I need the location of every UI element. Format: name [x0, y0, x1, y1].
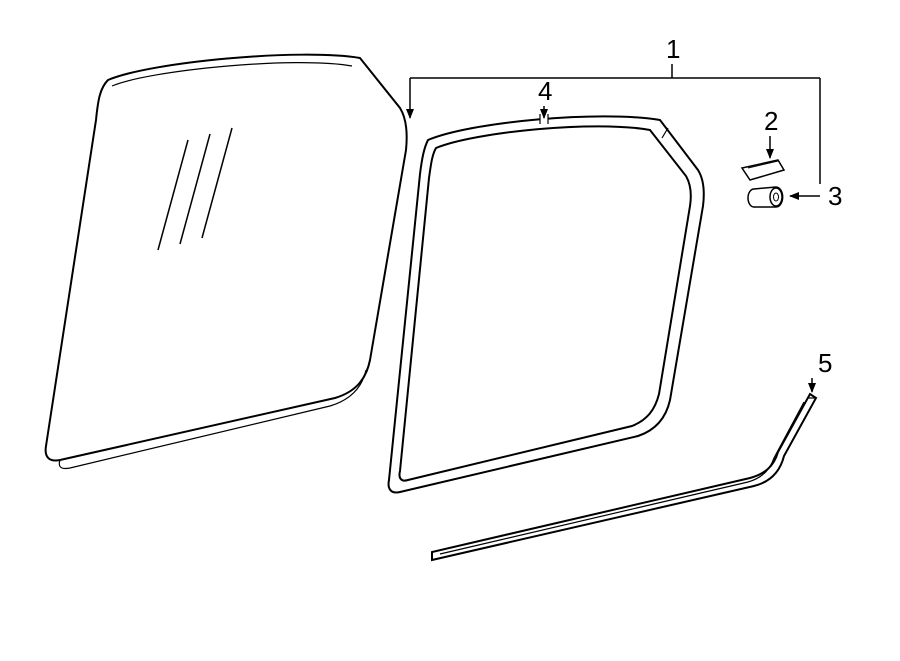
callout-label-2: 2 [764, 106, 778, 136]
callout-label-4: 4 [538, 76, 552, 106]
callout-leaders [410, 64, 820, 392]
mirror-mount-wedge [742, 160, 784, 180]
callout-label-3: 3 [828, 181, 842, 211]
windshield-garnish-molding [432, 394, 816, 560]
windshield-glass [46, 55, 407, 469]
callout-label-1: 1 [666, 34, 680, 64]
parts-diagram: 1 2 3 4 5 [0, 0, 900, 661]
mirror-mount-base [748, 187, 783, 207]
windshield-reveal-molding [389, 112, 704, 493]
callout-label-5: 5 [818, 348, 832, 378]
